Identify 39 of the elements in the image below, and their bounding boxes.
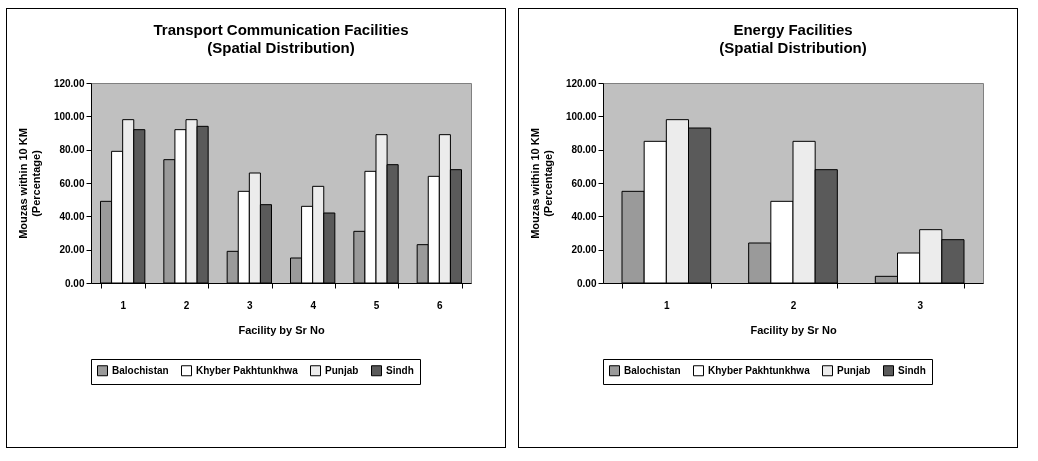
x-tick-label: 2 <box>183 299 190 311</box>
x-tick-label: 5 <box>373 299 380 311</box>
legend-label: Balochistan <box>112 364 169 376</box>
y-tick-label: 40.00 <box>59 210 85 222</box>
chart-subtitle: (Spatial Distribution) <box>207 39 355 56</box>
chart-title: Transport Communication Facilities <box>153 21 409 38</box>
legend-label: Khyber Pakhtunkhwa <box>196 364 299 376</box>
x-tick-label: 3 <box>247 299 254 311</box>
y-axis-title: Mouzas within 10 KM (Percentage) <box>528 128 554 239</box>
chart-subtitle: (Spatial Distribution) <box>719 39 867 56</box>
x-tick-label: 2 <box>790 299 797 311</box>
x-tick-label: 6 <box>437 299 444 311</box>
y-tick-label: 120.00 <box>565 77 597 89</box>
x-tick-label: 1 <box>120 299 127 311</box>
y-tick-label: 80.00 <box>59 144 85 156</box>
y-tick-label: 80.00 <box>571 144 597 156</box>
legend-label: Sindh <box>386 364 414 376</box>
legend-label: Sindh <box>898 364 926 376</box>
y-tick-label: 0.00 <box>577 277 597 289</box>
x-axis-title: Facility by Sr No <box>238 323 325 336</box>
x-tick-label: 3 <box>917 299 924 311</box>
x-axis-title: Facility by Sr No <box>750 323 837 336</box>
y-tick-label: 60.00 <box>571 177 597 189</box>
legend-label: Balochistan <box>624 364 681 376</box>
legend-label: Punjab <box>325 364 359 376</box>
y-axis-title: Mouzas within 10 KM (Percentage) <box>16 128 42 239</box>
y-tick-label: 100.00 <box>565 110 597 122</box>
chart-title: Energy Facilities <box>733 21 853 38</box>
y-tick-label: 0.00 <box>65 277 85 289</box>
legend-label: Punjab <box>837 364 871 376</box>
y-tick-label: 20.00 <box>571 244 597 256</box>
legend-label: Khyber Pakhtunkhwa <box>708 364 811 376</box>
y-tick-label: 60.00 <box>59 177 85 189</box>
y-tick-label: 120.00 <box>53 77 85 89</box>
y-tick-label: 100.00 <box>53 110 85 122</box>
y-tick-label: 20.00 <box>59 244 85 256</box>
x-tick-label: 4 <box>310 299 317 311</box>
y-tick-label: 40.00 <box>571 210 597 222</box>
x-tick-label: 1 <box>664 299 671 311</box>
